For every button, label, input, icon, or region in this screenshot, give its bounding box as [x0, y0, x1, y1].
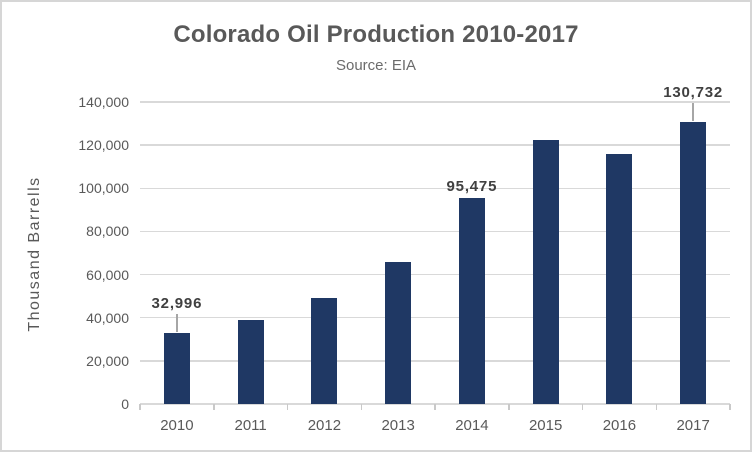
- x-axis-label: 2012: [307, 417, 342, 434]
- y-axis-tick-label: 20,000: [86, 352, 129, 369]
- category-tick: [729, 404, 731, 410]
- gridline: [140, 360, 730, 362]
- category-tick: [213, 404, 215, 410]
- category-tick: [139, 404, 141, 410]
- y-axis-tick-label: 80,000: [86, 223, 129, 240]
- data-label-2010: 32,996: [151, 294, 203, 312]
- y-axis-tick-label: 140,000: [78, 94, 129, 110]
- y-axis-tick-label: 100,000: [78, 180, 129, 197]
- gridline: [140, 230, 730, 233]
- leader-line: [176, 313, 178, 332]
- leader-line: [692, 102, 694, 121]
- x-axis-label: 2017: [676, 417, 710, 434]
- x-axis-label: 2015: [528, 417, 563, 434]
- plot-area: 32,996 95,475 130,732: [140, 84, 730, 405]
- category-tick: [581, 404, 584, 410]
- data-label-2014: 95,475: [446, 178, 498, 196]
- bar-2016: [606, 154, 633, 404]
- x-axis-label: 2013: [381, 417, 415, 434]
- bar-2012: [311, 297, 338, 404]
- data-label-2017: 130,732: [663, 84, 724, 101]
- bar-2011: [237, 319, 264, 404]
- bar-2015: [532, 139, 559, 404]
- y-axis-tick-label: 60,000: [86, 266, 129, 283]
- category-tick: [508, 404, 510, 410]
- category-tick: [655, 404, 657, 410]
- y-axis-tick-label: 0: [121, 396, 129, 412]
- x-axis-label: 2010: [160, 417, 194, 434]
- chart-title: Colorado Oil Production 2010-2017: [173, 21, 579, 48]
- bar-2014: [458, 198, 485, 404]
- x-axis-label: 2014: [455, 417, 489, 434]
- chart-subtitle: Source: EIA: [335, 57, 417, 74]
- y-axis-tick-label: 40,000: [86, 309, 129, 326]
- x-axis-label: 2016: [602, 417, 637, 434]
- category-tick: [360, 404, 362, 410]
- gridline: [140, 101, 730, 103]
- y-axis-tick-label: 120,000: [78, 137, 129, 154]
- bar-2013: [385, 261, 412, 404]
- bar-2010: [163, 332, 190, 404]
- bar-2017: [680, 122, 707, 404]
- category-tick: [286, 404, 289, 410]
- category-tick: [434, 404, 436, 410]
- gridline: [140, 144, 730, 146]
- gridline: [140, 316, 730, 319]
- gridline: [140, 273, 730, 276]
- gridline: [140, 187, 730, 190]
- x-axis-label: 2011: [234, 417, 267, 434]
